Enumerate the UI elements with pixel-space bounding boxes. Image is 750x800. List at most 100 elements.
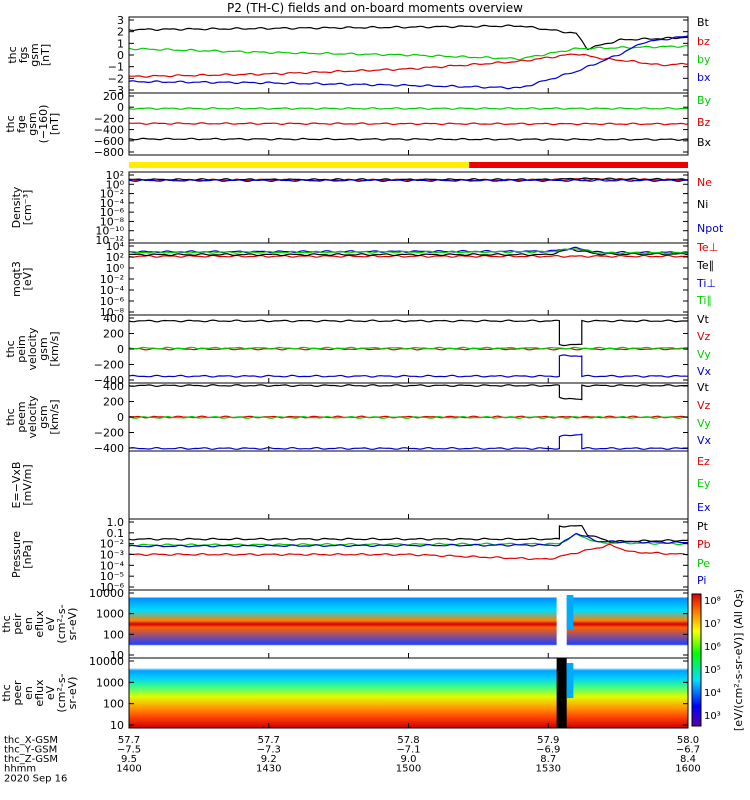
peem-legend-Vt: Vt <box>697 381 710 394</box>
efield-legend-Ey: Ey <box>697 477 711 490</box>
fgs-series-by <box>128 44 689 61</box>
temp-ytick-label: 10⁰ <box>106 262 125 275</box>
fge-legend-Bx: Bx <box>697 136 712 149</box>
pressure-ytick-label: 10⁻⁴ <box>100 559 125 572</box>
fge-ylabel-line: [nT] <box>48 113 61 135</box>
peir-ytick-label: 100 <box>103 628 124 641</box>
time-axis-row-value: 57.9 <box>537 735 559 746</box>
fgs-ylabel-line: [nT] <box>39 44 52 66</box>
density-ytick-label: 10⁻² <box>100 188 124 201</box>
x-tick-label: 1500 <box>396 764 421 775</box>
peer-ylabel-line: (cm²‑s‑ <box>55 673 68 712</box>
temp-legend-Te⊥: Te⊥ <box>696 241 718 254</box>
peem-ylabel-line: gsm <box>37 405 50 428</box>
temp-legend-Ti∥: Ti∥ <box>696 294 712 307</box>
pressure-ytick-label: 1.0 <box>107 516 125 529</box>
density-ylabel-line: [cm⁻³] <box>21 190 34 226</box>
peim-ytick-label: 400 <box>103 312 124 325</box>
efield-legend-Ez: Ez <box>697 455 710 468</box>
fge-series-By <box>128 107 688 110</box>
pressure-ylabel-line: [nPa] <box>21 540 34 568</box>
density-ytick-label: 10⁻⁸ <box>100 215 125 228</box>
time-axis-row-label: thc_Z‑GSM <box>4 754 58 765</box>
peem-ytick-label: −400 <box>94 442 124 455</box>
colorbar-tick-label: 10⁸ <box>704 596 721 607</box>
time-axis-row-value: 9.5 <box>121 754 137 765</box>
temp-ytick-label: 10⁻² <box>100 273 124 286</box>
fge-legend-Bz: Bz <box>697 116 711 129</box>
peim-ytick-label: 200 <box>103 328 124 341</box>
temp-series-Ti∥ <box>128 248 688 255</box>
fgs-legend-bz: bz <box>697 35 710 48</box>
peim-ylabel-line: [km/s] <box>48 331 61 366</box>
peer-spectrogram <box>129 658 688 728</box>
colorbar-tick-label: 10⁶ <box>704 642 721 653</box>
fgs-series-bz <box>129 53 689 78</box>
x-tick-label: 1430 <box>256 764 281 775</box>
fgs-legend-Bt: Bt <box>697 16 710 29</box>
pressure-series-Pb <box>129 543 689 561</box>
peem-ytick-label: 400 <box>103 380 124 393</box>
peer-ytick-label: 10 <box>110 719 124 732</box>
temp-ylabel-line: [eV] <box>21 268 34 291</box>
panel-efield <box>128 450 689 520</box>
time-axis-row-label: thc_Y‑GSM <box>4 745 57 756</box>
density-series-Ni <box>129 177 689 182</box>
efield-ylabel-line: E=−VxB <box>10 462 23 509</box>
peer-ytick-label: 100 <box>103 698 124 711</box>
density-ytick-label: 10⁰ <box>106 178 125 191</box>
time-axis-row-value: 58.0 <box>677 735 699 746</box>
peim-ytick-label: 0 <box>117 343 124 356</box>
peir-ylabel-line: en <box>22 617 35 631</box>
temp-ytick-label: 10² <box>106 251 124 264</box>
peem-ylabel-line: thc <box>4 408 17 425</box>
peer-ylabel-line: eflux <box>33 679 46 707</box>
peim-legend-Vx: Vx <box>697 365 712 378</box>
peem-series-Vy <box>128 415 689 419</box>
temp-ylabel-line: moqt3 <box>10 261 23 297</box>
colorbar-tick-label: 10⁷ <box>704 619 721 630</box>
time-axis-row-value: −7.3 <box>257 745 281 756</box>
efield-frame <box>128 450 689 520</box>
fge-ytick-label: −800 <box>94 146 124 159</box>
x-tick-label: 1530 <box>536 764 561 775</box>
peem-ylabel-line: velocity <box>26 395 39 438</box>
pressure-legend-Pt: Pt <box>697 520 709 533</box>
peir-ylabel-line: thc <box>0 615 13 632</box>
plot-title: P2 (TH‑C) fields and on-board moments ov… <box>227 1 523 15</box>
peir-ylabel-line: peir <box>11 613 24 635</box>
peir-ytick-label: 1000 <box>96 608 124 621</box>
time-axis-row-value: −6.9 <box>536 745 560 756</box>
density-frame <box>128 171 689 244</box>
peir-ylabel-line: eflux <box>33 610 46 638</box>
peim-legend-Vy: Vy <box>697 348 711 361</box>
peem-legend-Vx: Vx <box>697 434 712 447</box>
panel-density <box>128 171 689 244</box>
peer-ytick-label: 10000 <box>89 655 124 668</box>
temp-ytick-label: 10⁻⁶ <box>100 295 125 308</box>
fgs-ylabel-line: fgs <box>17 46 30 63</box>
fgs-ylabel-line: thc <box>6 46 19 63</box>
fge-ylabel-line: (−160) <box>37 105 50 144</box>
fge-ylabel-line: thc <box>4 115 17 132</box>
time-axis-row-value: −6.7 <box>676 745 700 756</box>
colorbar-tick-label: 10⁵ <box>704 665 721 676</box>
fge-ytick-label: 200 <box>103 90 124 103</box>
time-axis-row-value: 9.0 <box>401 754 417 765</box>
pressure-legend-Pb: Pb <box>697 538 711 551</box>
fgs-ytick-label: 1 <box>117 37 124 50</box>
fge-series-Bz <box>129 122 689 126</box>
time-axis-label: hhmm <box>4 764 36 775</box>
peem-legend-Vz: Vz <box>697 399 711 412</box>
fgs-ylabel-line: gsm <box>28 43 41 66</box>
x-tick-label: 1600 <box>675 764 700 775</box>
temp-legend-Te∥: Te∥ <box>696 259 714 272</box>
fge-legend-By: By <box>697 94 712 107</box>
pressure-ytick-label: 10⁻⁵ <box>100 570 124 583</box>
fgs-series-bx <box>128 35 689 90</box>
fgs-legend-bx: bx <box>697 71 711 84</box>
peim-legend-Vz: Vz <box>697 330 711 343</box>
peir-ylabel-line: (cm²‑s‑ <box>55 604 68 643</box>
pressure-legend-Pi: Pi <box>697 574 706 587</box>
